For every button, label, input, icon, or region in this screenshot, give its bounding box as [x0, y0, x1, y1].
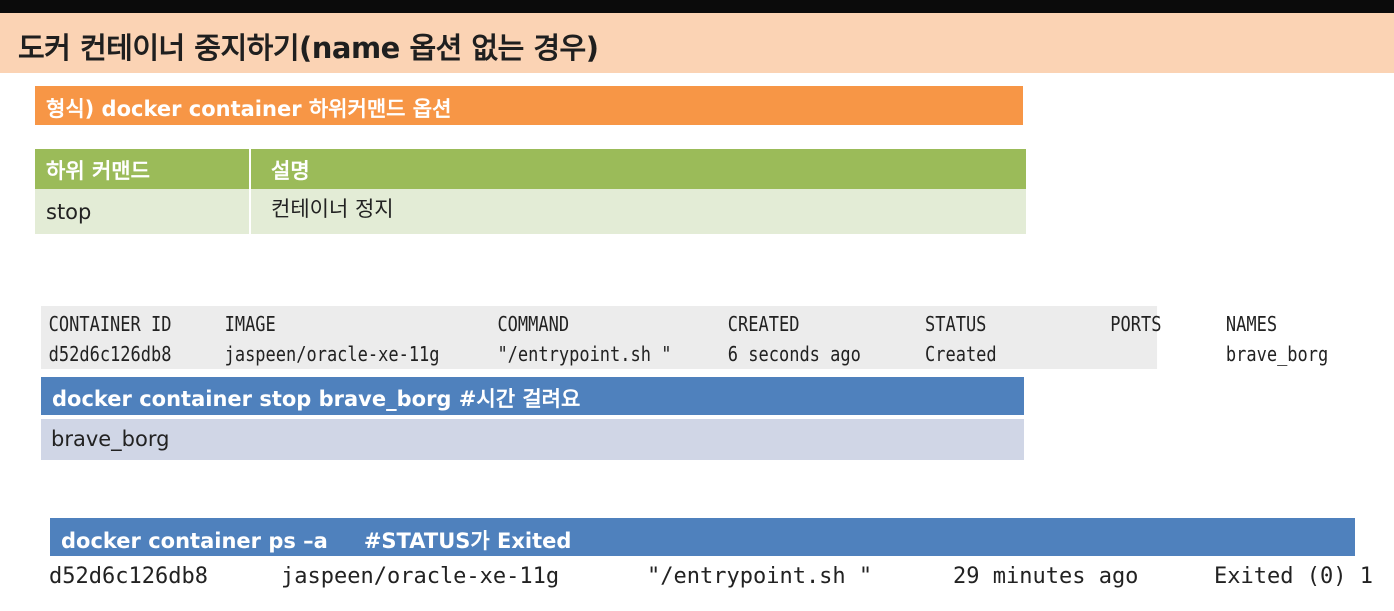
ps-command-comment: #STATUS가 Exited: [363, 529, 572, 553]
table-cell-description: 컨테이너 정지: [271, 197, 394, 221]
bottom-edge: [0, 597, 1394, 611]
stop-command-output: brave_borg: [41, 419, 1024, 460]
ps-command-banner: docker container ps –a #STATUS가 Exited: [50, 518, 1355, 556]
ps-cell-image: jaspeen/oracle-xe-11g: [224, 342, 440, 366]
ps-after-container-id: d52d6c126db8: [49, 564, 208, 589]
ps-cell-status: Created: [925, 342, 997, 366]
ps-header-names: NAMES: [1225, 312, 1278, 336]
ps-after-image: jaspeen/oracle-xe-11g: [281, 564, 560, 589]
stop-command-banner: docker container stop brave_borg #시간 걸려요: [41, 377, 1024, 415]
table-header-description: 설명: [271, 159, 310, 183]
ps-after-created: 29 minutes ago: [953, 564, 1139, 589]
table-row: stop 컨테이너 정지: [35, 189, 1026, 234]
format-banner: 형식) docker container 하위커맨드 옵션: [35, 86, 1023, 125]
ps-after-status: Exited (0) 1: [1214, 564, 1373, 589]
ps-cell-command: "/entrypoint.sh ": [497, 342, 672, 366]
ps-header-container-id: CONTAINER ID: [48, 312, 172, 336]
ps-cell-names: brave_borg: [1225, 342, 1329, 366]
table-header-row: 하위 커맨드 설명: [35, 149, 1026, 189]
ps-after-command: "/entrypoint.sh ": [647, 564, 873, 589]
slide-title: 도커 컨테이너 중지하기(name 옵션 없는 경우): [18, 31, 599, 65]
ps-header-image: IMAGE: [224, 312, 276, 336]
ps-after-output: d52d6c126db8 jaspeen/oracle-xe-11g "/ent…: [49, 562, 1394, 592]
table-cell-subcommand: stop: [35, 189, 251, 234]
ps-cell-created: 6 seconds ago: [727, 342, 861, 366]
subcommand-table: 하위 커맨드 설명 stop 컨테이너 정지: [35, 149, 1026, 234]
ps-header-created: CREATED: [727, 312, 800, 336]
ps-output-block: CONTAINER ID IMAGE COMMAND CREATED STATU…: [41, 306, 1328, 369]
ps-header-command: COMMAND: [497, 312, 570, 336]
ps-cell-container-id: d52d6c126db8: [48, 342, 172, 366]
ps-command-text: docker container ps –a: [61, 529, 328, 553]
top-black-bar: [0, 0, 1394, 13]
ps-header-status: STATUS: [925, 312, 987, 336]
title-band: 도커 컨테이너 중지하기(name 옵션 없는 경우): [0, 13, 1394, 73]
ps-header-ports: PORTS: [1110, 312, 1162, 336]
table-header-subcommand: 하위 커맨드: [35, 149, 251, 189]
